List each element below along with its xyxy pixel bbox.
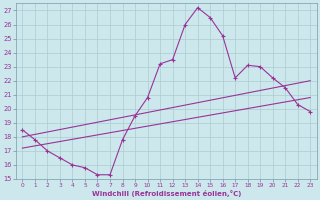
X-axis label: Windchill (Refroidissement éolien,°C): Windchill (Refroidissement éolien,°C) [92,190,241,197]
